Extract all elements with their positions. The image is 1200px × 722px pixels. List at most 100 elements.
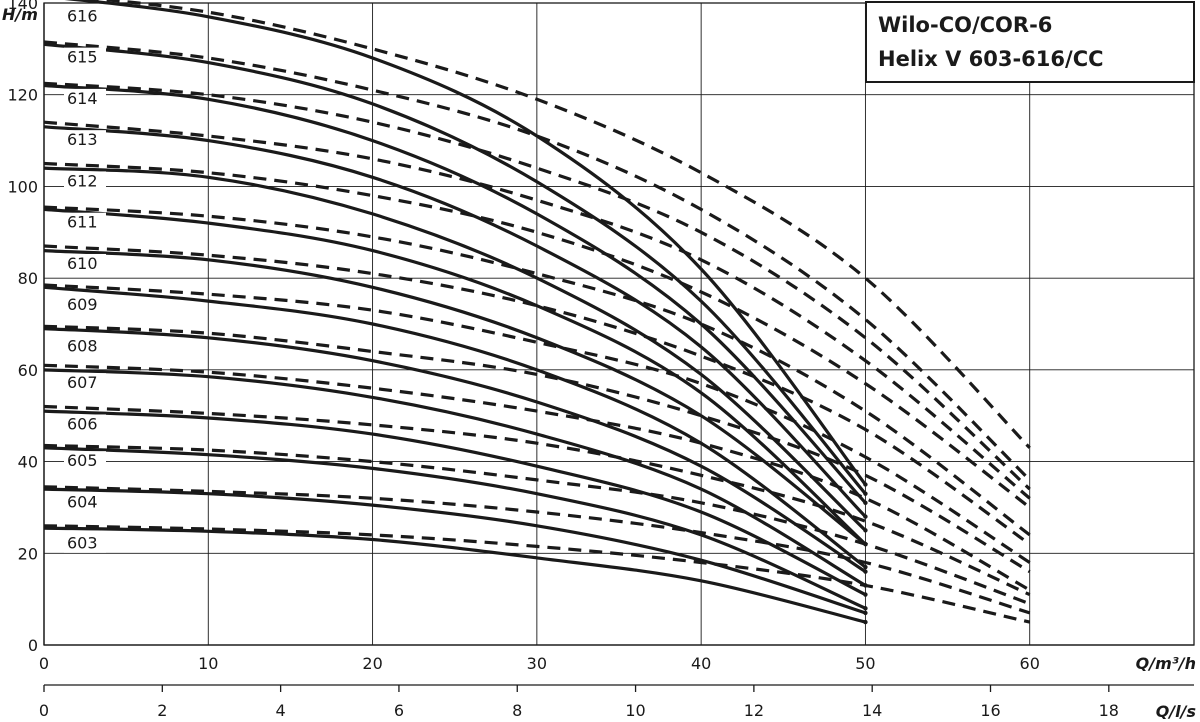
title-box-border (865, 1, 1195, 83)
curve-label-bg-607 (64, 373, 106, 393)
curve-label-bg-613 (64, 130, 106, 150)
solid-curve-603 (43, 526, 866, 624)
curve-label-603: 603 (67, 534, 98, 553)
curve-end-613 (863, 514, 868, 519)
curve-label-610: 610 (67, 254, 98, 273)
curve-label-613: 613 (67, 130, 98, 149)
y-tick-label: 0 (28, 636, 38, 655)
series-603: 603 (43, 524, 1031, 625)
x2-tick-label: 16 (980, 701, 1000, 720)
y-tick-label: 40 (18, 453, 38, 472)
curve-end-605 (863, 606, 868, 611)
chart-title-line-1: Wilo-CO/COR-6 (878, 13, 1052, 37)
curve-label-bg-608 (64, 336, 106, 356)
series-616: 616 (64, 0, 1031, 487)
curve-label-bg-603 (64, 533, 106, 553)
x-tick-label: 20 (362, 654, 382, 673)
curve-label-bg-611 (64, 212, 106, 232)
x2-tick-label: 18 (1099, 701, 1119, 720)
y-tick-label: 140 (7, 0, 38, 13)
solid-curve-615 (43, 42, 867, 495)
series-611: 611 (43, 205, 1031, 547)
series-612: 612 (43, 161, 1031, 533)
y-tick-label: 120 (7, 86, 38, 105)
solid-curve-614 (43, 83, 867, 504)
curve-end-614 (863, 500, 868, 506)
solid-curve-616 (64, 0, 867, 486)
y-tick-label: 80 (18, 269, 38, 288)
x2-tick-label: 0 (39, 701, 49, 720)
curve-label-612: 612 (67, 171, 98, 190)
curve-label-bg-612 (64, 171, 106, 191)
curve-label-604: 604 (67, 492, 98, 511)
x2-tick-label: 10 (625, 701, 645, 720)
curve-label-bg-610 (64, 253, 106, 273)
dashed-curve-612 (43, 161, 1031, 509)
curve-label-bg-605 (64, 451, 106, 471)
series-604: 604 (43, 485, 1031, 616)
curve-label-616: 616 (67, 6, 98, 25)
curve-label-bg-614 (64, 88, 106, 108)
curve-label-607: 607 (67, 373, 98, 392)
curve-end-616 (863, 482, 868, 487)
x-tick-label: 10 (198, 654, 218, 673)
curve-label-606: 606 (67, 414, 98, 433)
series-614: 614 (43, 81, 1031, 506)
dashed-curve-608 (43, 324, 1031, 573)
curve-label-605: 605 (67, 451, 98, 470)
curve-label-bg-606 (64, 414, 106, 434)
dashed-curve-616 (91, 0, 1031, 449)
x-tick-label: 0 (39, 654, 49, 673)
curve-end-609 (863, 564, 868, 570)
dashed-curve-610 (43, 244, 1031, 546)
solid-curve-611 (43, 207, 867, 546)
curve-end-606 (863, 592, 868, 597)
series-613: 613 (43, 120, 1031, 519)
dashed-curve-605 (43, 443, 1031, 606)
curve-end-603 (863, 619, 868, 625)
x2-tick-label: 4 (276, 701, 286, 720)
curve-label-614: 614 (67, 89, 98, 108)
curve-label-609: 609 (67, 295, 98, 314)
curve-end-615 (863, 491, 868, 496)
dashed-curve-615 (43, 40, 1031, 482)
solid-curve-608 (43, 327, 867, 573)
series-615: 615 (43, 40, 1031, 496)
series-608: 608 (43, 324, 1031, 574)
x2-axis-title: Q/l/s (1156, 702, 1196, 721)
x2-tick-label: 6 (394, 701, 404, 720)
solid-curve-610 (43, 249, 867, 546)
y-tick-label: 100 (7, 177, 38, 196)
x-tick-label: 60 (1020, 654, 1040, 673)
curve-label-611: 611 (67, 213, 98, 232)
x-tick-label: 50 (855, 654, 875, 673)
curve-end-604 (863, 610, 868, 616)
series-610: 610 (43, 244, 1031, 547)
solid-curve-613 (43, 125, 867, 518)
dashed-curve-603 (43, 524, 1031, 624)
y-tick-label: 60 (18, 361, 38, 380)
y-tick-label: 20 (18, 544, 38, 563)
curve-label-615: 615 (67, 48, 98, 67)
axes-group: 0 20 40 60 80 100 120 140 0 10 20 30 40 50 60 0 2 4 6 8 10 12… (7, 0, 1194, 720)
curve-label-608: 608 (67, 337, 98, 356)
dashed-curve-607 (43, 363, 1031, 592)
solid-curve-607 (43, 368, 867, 587)
curve-end-612 (863, 528, 868, 533)
solid-curve-605 (43, 446, 867, 610)
y-axis-title: H/m (2, 5, 38, 24)
x2-tick-label: 14 (862, 701, 882, 720)
curve-label-bg-609 (64, 295, 106, 315)
curve-label-bg-616 (64, 6, 106, 26)
series-609: 609 (43, 283, 1031, 570)
x2-tick-label: 8 (512, 701, 522, 720)
curve-label-bg-615 (64, 47, 106, 67)
x-axis-title: Q/m³/h (1136, 654, 1196, 673)
x-tick-label: 30 (527, 654, 547, 673)
solid-curve-609 (43, 285, 867, 569)
dashed-curve-613 (43, 120, 1031, 500)
curve-label-bg-604 (64, 492, 106, 512)
x2-tick-label: 2 (157, 701, 167, 720)
chart-title-line-2: Helix V 603-616/CC (878, 47, 1104, 71)
